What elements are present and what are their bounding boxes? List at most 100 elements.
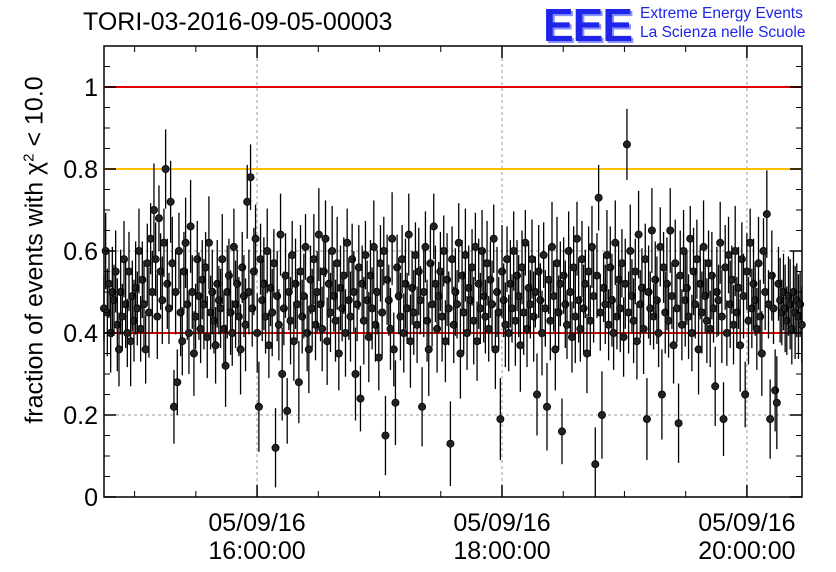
data-point (253, 293, 262, 373)
data-point (666, 188, 675, 273)
data-marker (204, 238, 213, 247)
data-point (488, 260, 497, 349)
data-marker (566, 287, 575, 296)
data-point (341, 289, 350, 377)
data-point (368, 267, 377, 350)
data-marker (136, 324, 145, 333)
data-point (538, 290, 547, 376)
data-point (388, 192, 397, 286)
y-tick-label: 0.8 (63, 156, 98, 184)
data-marker (113, 320, 122, 329)
data-marker (582, 349, 591, 358)
data-marker (521, 238, 530, 247)
data-marker (433, 324, 442, 333)
axis-ticks: 00.20.40.60.8105/09/1616:00:0005/09/1618… (63, 46, 802, 565)
data-marker (514, 292, 523, 301)
data-marker (601, 300, 610, 309)
data-marker (624, 308, 633, 317)
data-point (281, 233, 290, 318)
data-marker (481, 312, 490, 321)
data-marker (681, 296, 690, 305)
data-marker (642, 415, 651, 424)
data-marker (511, 316, 520, 325)
data-point (189, 311, 198, 396)
data-marker (679, 246, 688, 255)
data-marker (574, 296, 583, 305)
data-point (211, 307, 220, 384)
data-marker (128, 292, 137, 301)
data-marker (594, 193, 603, 202)
y-tick-label: 1 (84, 74, 98, 102)
data-point (244, 249, 253, 335)
data-marker (561, 300, 570, 309)
data-marker (254, 402, 263, 411)
data-point (274, 289, 283, 361)
data-marker (506, 279, 515, 288)
data-point (171, 249, 180, 335)
data-point (626, 204, 635, 298)
data-marker (319, 267, 328, 276)
data-point (236, 304, 245, 395)
data-marker (318, 324, 327, 333)
data-marker (384, 296, 393, 305)
data-marker (456, 349, 465, 358)
data-marker (524, 283, 533, 292)
data-marker (324, 279, 333, 288)
data-marker (133, 304, 142, 313)
data-point (379, 216, 388, 286)
data-marker (148, 287, 157, 296)
data-marker (617, 259, 626, 268)
data-marker (724, 251, 733, 260)
data-marker (169, 402, 178, 411)
data-point (552, 216, 561, 310)
data-marker (219, 324, 228, 333)
data-marker (233, 279, 242, 288)
data-point (439, 215, 448, 287)
y-axis-label-prefix: fraction of events with (20, 174, 49, 424)
data-marker (737, 255, 746, 264)
data-marker (632, 337, 641, 346)
data-marker (751, 296, 760, 305)
data-point (158, 256, 167, 344)
data-marker (401, 279, 410, 288)
data-marker (484, 324, 493, 333)
data-point (496, 378, 505, 461)
data-point (319, 238, 328, 305)
data-marker (406, 337, 415, 346)
data-marker (518, 263, 527, 272)
data-marker (451, 287, 460, 296)
data-marker (621, 279, 630, 288)
data-marker (786, 300, 795, 309)
data-marker (173, 378, 182, 387)
data-point (289, 301, 298, 381)
data-marker (662, 279, 671, 288)
data-point (736, 298, 745, 392)
data-marker (394, 292, 403, 301)
data-point (144, 267, 153, 358)
data-point (617, 229, 626, 298)
data-point (263, 208, 272, 294)
data-marker (176, 308, 185, 317)
data-marker (479, 292, 488, 301)
data-point (228, 300, 237, 366)
data-point (164, 272, 173, 344)
data-point (154, 185, 163, 251)
data-marker (726, 300, 735, 309)
data-marker (283, 406, 292, 415)
data-marker (118, 312, 127, 321)
data-marker (301, 242, 310, 251)
data-marker (391, 398, 400, 407)
data-marker (211, 341, 220, 350)
data-point (148, 251, 157, 333)
data-point (491, 309, 500, 390)
data-marker (519, 308, 528, 317)
data-marker (268, 308, 277, 317)
data-marker (438, 312, 447, 321)
data-point (711, 346, 720, 426)
data-point (757, 311, 766, 396)
data-marker (236, 345, 245, 354)
data-point (632, 302, 641, 380)
data-marker (399, 328, 408, 337)
data-marker (359, 316, 368, 325)
